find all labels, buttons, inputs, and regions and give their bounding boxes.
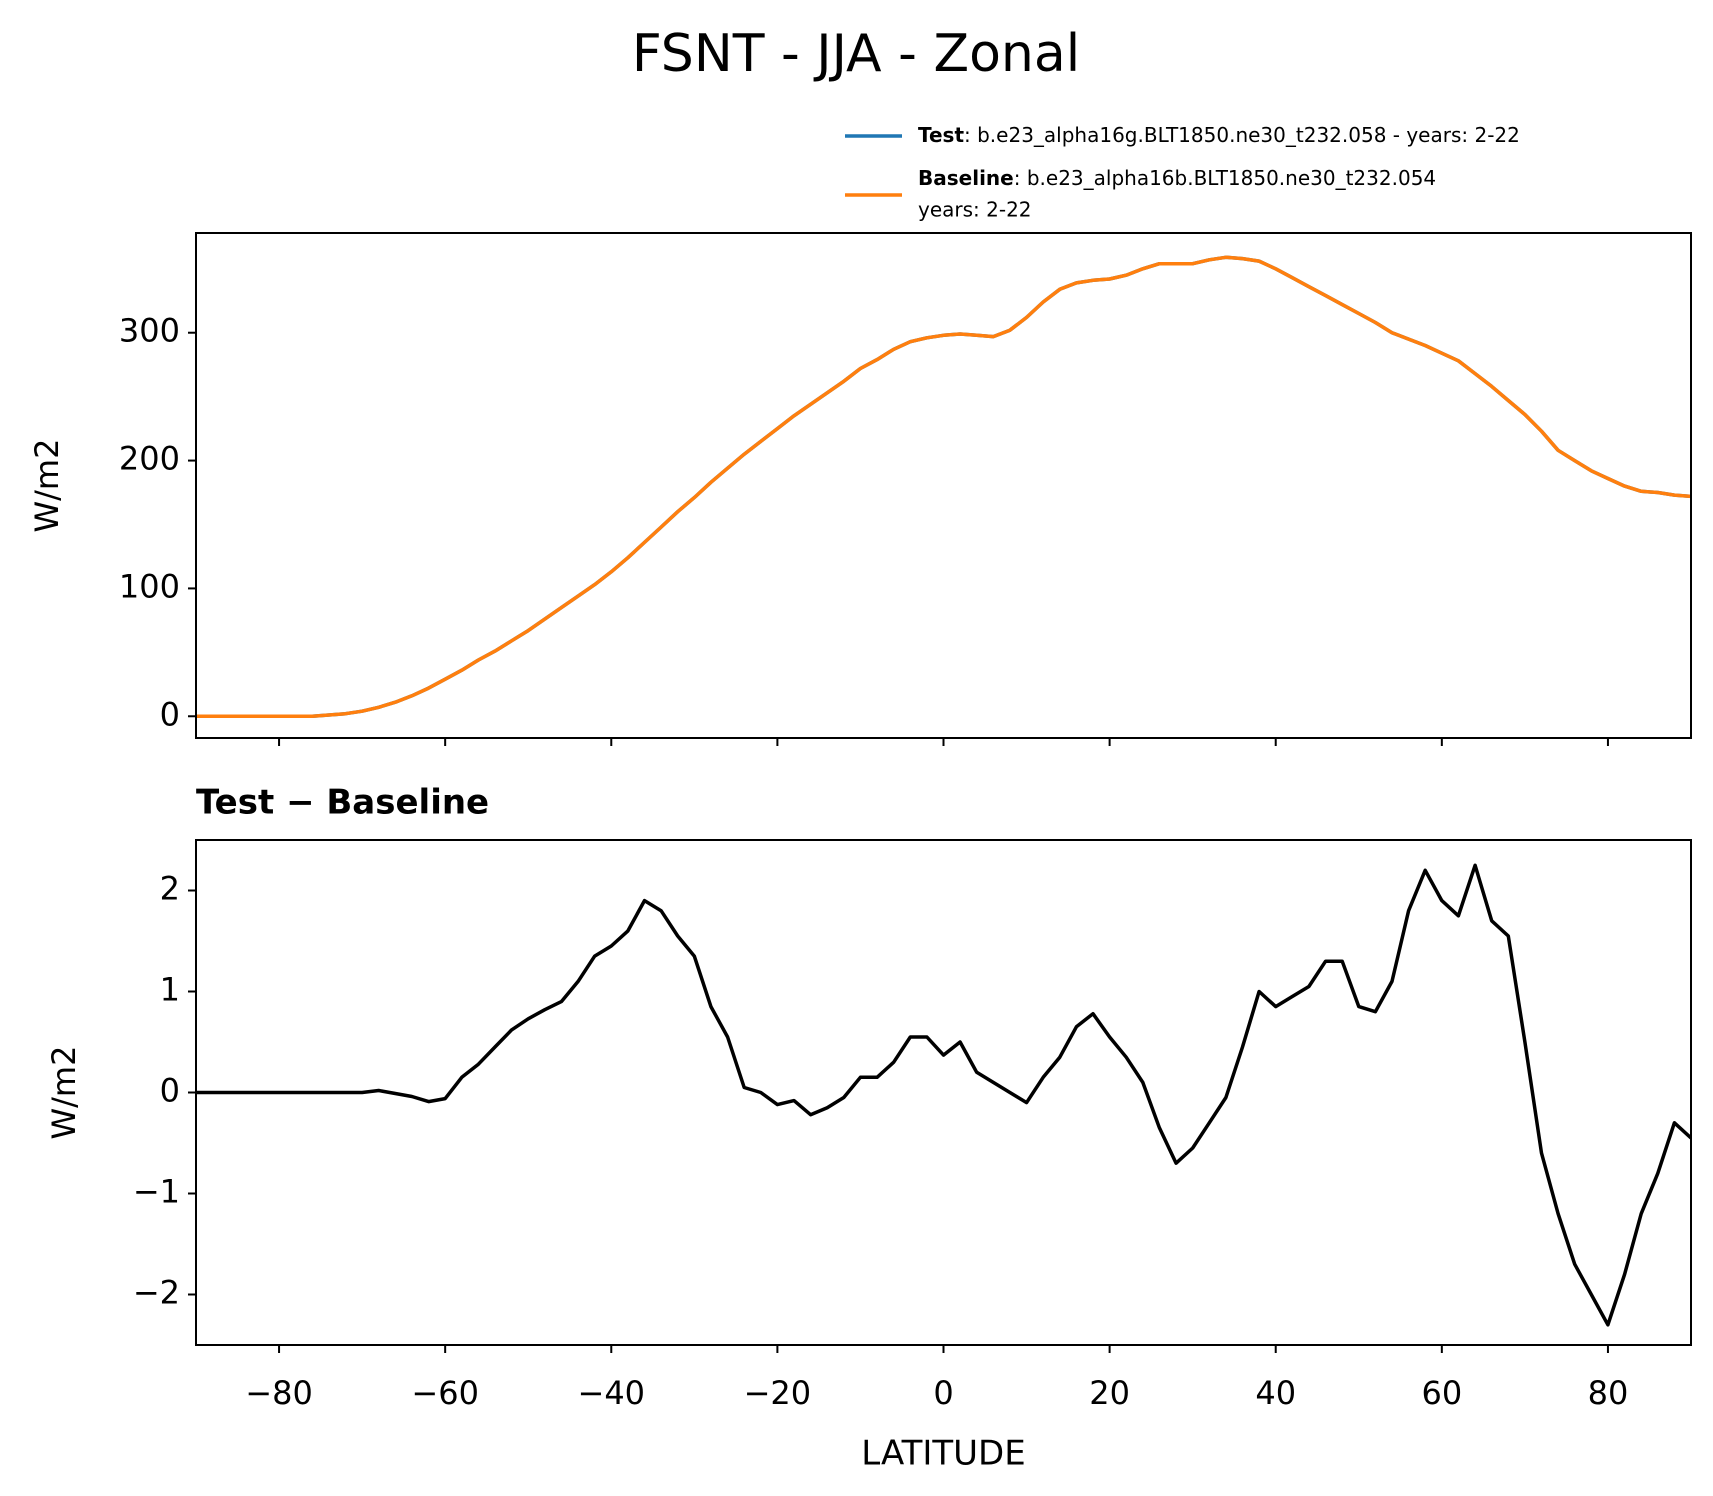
y-tick-label: −1: [133, 1173, 180, 1211]
data-line: [196, 863, 1691, 1327]
y-tick-label: 200: [119, 440, 180, 478]
x-tick-label: 20: [1089, 1374, 1130, 1412]
axes-frame: [195, 839, 1692, 1346]
legend-label: Test: b.e23_alpha16g.BLT1850.ne30_t232.0…: [918, 123, 1520, 147]
x-tick-label: 40: [1255, 1374, 1296, 1412]
y-tick-label: −2: [133, 1274, 180, 1312]
x-tick-label: −40: [578, 1374, 646, 1412]
y-tick-label: 1: [160, 971, 180, 1009]
y-tick-label: 0: [160, 1072, 180, 1110]
legend-text: years: 2-22: [918, 198, 1032, 222]
y-tick-label: 100: [119, 567, 180, 605]
axes-frame: [195, 232, 1692, 739]
x-tick-label: −80: [245, 1374, 313, 1412]
figure-title: FSNT - JJA - Zonal: [632, 24, 1080, 84]
y-tick-label: 0: [160, 695, 180, 733]
x-tick-label: −20: [744, 1374, 812, 1412]
x-tick-label: 60: [1421, 1374, 1462, 1412]
x-tick-label: −60: [411, 1374, 479, 1412]
y-axis-label: W/m2: [45, 1046, 83, 1140]
y-tick-label: 2: [160, 870, 180, 908]
x-tick-label: 0: [933, 1374, 953, 1412]
y-tick-label: 300: [119, 312, 180, 350]
legend-text: : b.e23_alpha16g.BLT1850.ne30_t232.058 -…: [964, 123, 1520, 147]
x-axis-label: LATITUDE: [861, 1434, 1025, 1474]
x-tick-label: 80: [1588, 1374, 1629, 1412]
y-axis-label: W/m2: [28, 439, 66, 533]
data-line: [196, 255, 1691, 719]
legend-name: Baseline: [918, 166, 1014, 190]
legend-name: Test: [918, 123, 964, 147]
legend-text: : b.e23_alpha16b.BLT1850.ne30_t232.054: [1014, 166, 1436, 190]
subplot-title: Test − Baseline: [196, 783, 489, 823]
legend-label: Baseline: b.e23_alpha16b.BLT1850.ne30_t2…: [918, 166, 1436, 190]
